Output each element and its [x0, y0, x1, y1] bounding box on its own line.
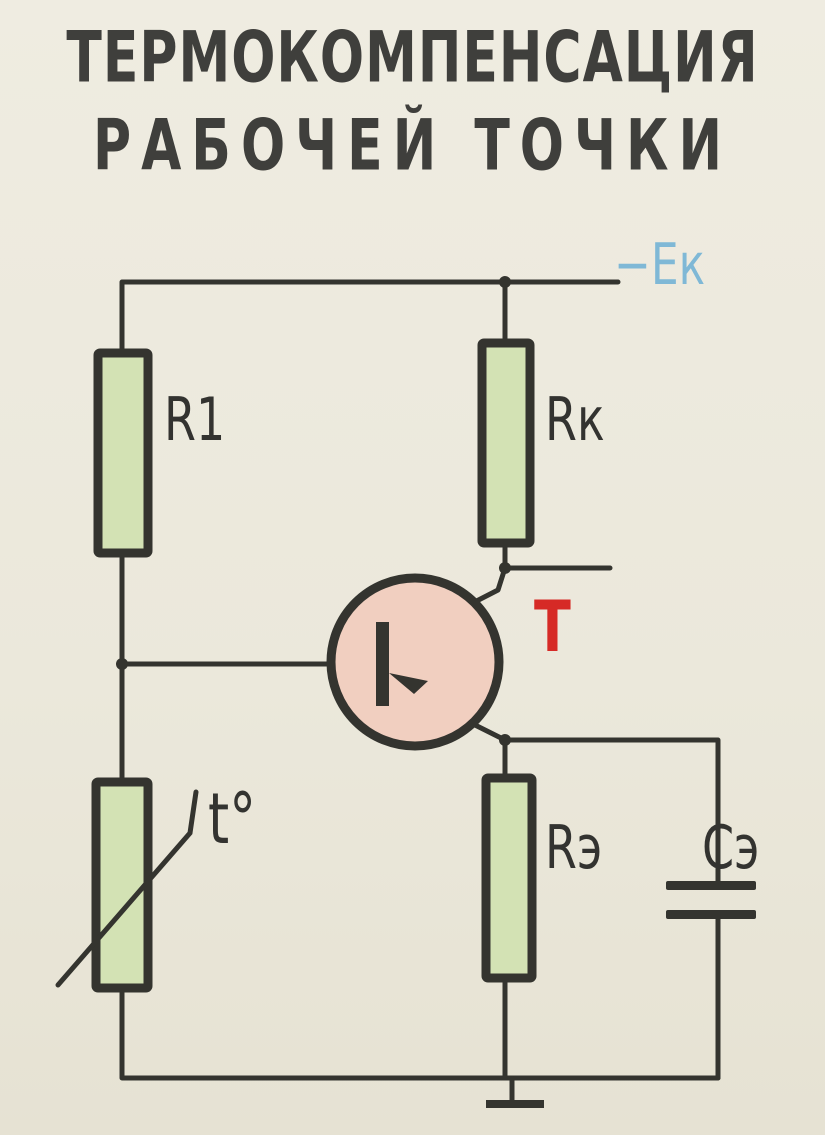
re-label: Rэ — [545, 812, 603, 883]
transistor-label: T — [534, 586, 571, 668]
ground-symbol — [486, 1100, 544, 1108]
junction-dot — [499, 734, 511, 746]
wire-thermistor-bottom — [119, 985, 721, 1081]
resistor-re — [481, 773, 537, 983]
supply-label: −Eк — [614, 232, 706, 299]
resistor-rk — [477, 338, 535, 548]
capacitor-plate-top — [666, 881, 756, 890]
r1-label: R1 — [164, 384, 226, 455]
thermistor-label: t° — [208, 778, 257, 860]
transistor-base-bar — [376, 622, 389, 706]
wire-supply-rail — [119, 279, 621, 356]
capacitor-plate-bottom — [666, 910, 756, 919]
rk-label: Rк — [545, 384, 605, 455]
title-line-2: РАБОЧЕЙ ТОЧКИ — [92, 106, 733, 187]
thermistor-slash — [55, 789, 199, 988]
title-line-1: ТЕРМОКОМПЕНСАЦИЯ — [66, 18, 759, 99]
transistor-body — [326, 573, 504, 751]
resistor-r1 — [93, 348, 153, 558]
ce-label: Cэ — [702, 812, 760, 883]
thermistor — [91, 777, 153, 993]
junction-dot — [499, 276, 511, 288]
wire-emitter-node — [502, 737, 721, 887]
transistor-emitter-arrow — [389, 673, 428, 694]
junction-dot — [116, 658, 128, 670]
junction-dot — [499, 562, 511, 574]
